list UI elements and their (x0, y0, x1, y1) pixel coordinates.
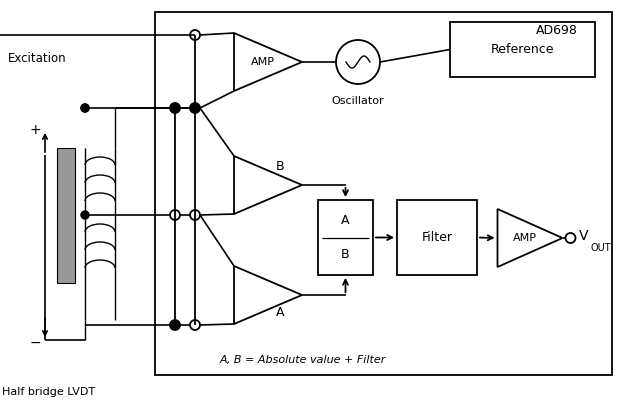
Circle shape (190, 210, 200, 220)
Text: Half bridge LVDT: Half bridge LVDT (2, 387, 95, 397)
Text: Filter: Filter (422, 231, 453, 244)
Text: A: A (276, 307, 284, 320)
Circle shape (171, 321, 179, 329)
Circle shape (190, 30, 200, 40)
Text: B: B (341, 248, 350, 261)
Circle shape (81, 104, 89, 112)
Circle shape (171, 321, 179, 329)
Text: +: + (29, 123, 41, 137)
Bar (397, 200, 477, 275)
Text: OUT: OUT (590, 243, 611, 253)
Circle shape (170, 320, 180, 330)
Text: Reference: Reference (491, 43, 554, 56)
Circle shape (81, 211, 89, 219)
Circle shape (171, 104, 179, 112)
Bar (318, 200, 373, 275)
Bar (450, 22, 595, 77)
Circle shape (190, 103, 200, 113)
Text: AMP: AMP (251, 57, 275, 67)
Circle shape (170, 210, 180, 220)
Bar (57, 148, 75, 283)
Text: V: V (578, 229, 588, 243)
Text: Excitation: Excitation (8, 51, 66, 65)
Circle shape (565, 233, 575, 243)
Text: −: − (29, 336, 41, 350)
Circle shape (170, 103, 180, 113)
Circle shape (191, 104, 199, 112)
Text: AD698: AD698 (536, 23, 578, 36)
Circle shape (190, 320, 200, 330)
Bar (155, 12, 612, 375)
Text: B: B (276, 160, 285, 173)
Circle shape (81, 104, 89, 112)
Text: Oscillator: Oscillator (332, 96, 384, 106)
Text: A, B = Absolute value + Filter: A, B = Absolute value + Filter (220, 355, 386, 365)
Text: AMP: AMP (513, 233, 537, 243)
Text: A: A (341, 215, 350, 227)
